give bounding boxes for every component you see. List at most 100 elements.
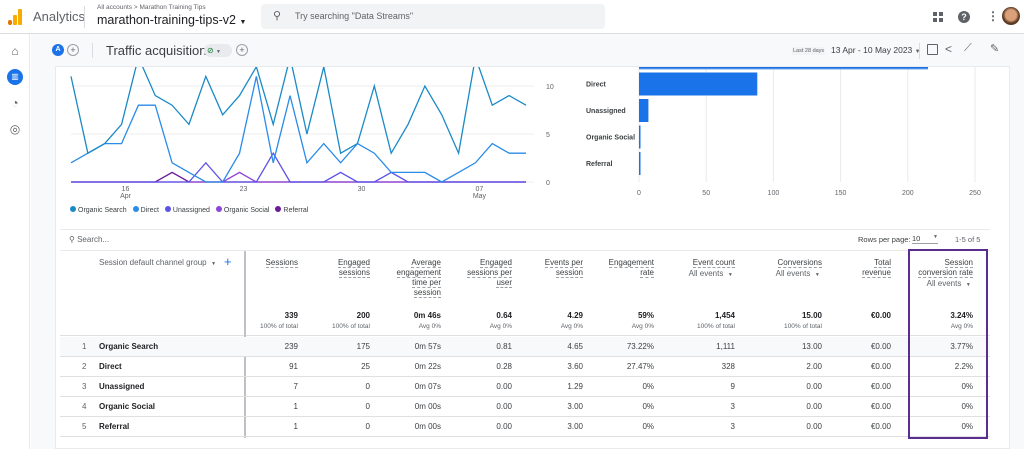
series-line-unassigned[interactable] bbox=[71, 151, 526, 183]
column-header[interactable]: Engaged sessions bbox=[280, 258, 370, 278]
series-line-organic-search[interactable] bbox=[70, 67, 527, 156]
cell-value: 0m 22s bbox=[414, 362, 441, 371]
column-total: 4.29 bbox=[567, 311, 583, 320]
column-header[interactable]: Session conversion rate All events ▼ bbox=[883, 258, 973, 290]
bar[interactable] bbox=[639, 72, 758, 96]
column-header[interactable]: Total revenue bbox=[801, 258, 891, 278]
reports-icon[interactable]: ▥ bbox=[7, 69, 23, 85]
divider bbox=[84, 6, 85, 28]
dimension-selector[interactable]: Session default channel group ▼ bbox=[99, 258, 216, 267]
series-line-direct[interactable] bbox=[70, 76, 526, 183]
column-header[interactable]: Conversions All events ▼ bbox=[732, 258, 822, 280]
divider bbox=[92, 43, 93, 58]
cell-value: 2.2% bbox=[954, 362, 973, 371]
customize-report-icon[interactable] bbox=[927, 44, 938, 55]
channel-name[interactable]: Organic Social bbox=[99, 402, 156, 411]
row-number: 4 bbox=[82, 402, 87, 411]
x-tick-label: 150 bbox=[835, 190, 847, 197]
column-total: 200 bbox=[356, 311, 370, 320]
rows-per-page-value: 10 bbox=[912, 234, 921, 243]
cell-value: 0m 00s bbox=[414, 402, 441, 411]
column-header[interactable]: Average engagement time per session bbox=[351, 258, 441, 298]
table-search[interactable]: ⚲ Search... bbox=[69, 235, 109, 244]
insights-icon[interactable]: ⟋ bbox=[964, 42, 972, 54]
channel-name[interactable]: Referral bbox=[99, 422, 130, 431]
legend-dot bbox=[164, 206, 171, 212]
cell-value: 328 bbox=[721, 362, 735, 371]
x-tick-label: 250 bbox=[969, 190, 981, 197]
cell-value: 0 bbox=[365, 422, 370, 431]
cell-value: 0 bbox=[365, 382, 370, 391]
x-tick-label: 07 bbox=[476, 186, 484, 193]
cell-value: 0m 07s bbox=[414, 382, 441, 391]
explore-icon[interactable]: ◔ bbox=[11, 96, 19, 110]
home-icon[interactable]: ⌂ bbox=[11, 44, 19, 58]
column-total-sub: 100% of total bbox=[697, 323, 735, 330]
cell-value: 175 bbox=[356, 342, 370, 351]
table-row[interactable]: 1 Organic Search 239 175 0m 57s 0.81 4.65 73.22… bbox=[60, 337, 990, 357]
cell-value: 0.00 bbox=[806, 402, 822, 411]
table-row[interactable]: 5 Referral 1 0 0m 00s 0.00 3.00 0% 3 0.00 €0.00 0% bbox=[60, 417, 990, 437]
column-header[interactable]: Engaged sessions per user bbox=[422, 258, 512, 288]
column-header[interactable]: Events per session bbox=[493, 258, 583, 278]
bar[interactable] bbox=[639, 125, 641, 149]
legend-label: Organic Social bbox=[223, 207, 270, 214]
event-selector[interactable]: All events ▼ bbox=[645, 269, 735, 280]
y-tick-label: 0 bbox=[546, 180, 550, 187]
column-header[interactable]: Engagement rate bbox=[564, 258, 654, 278]
divider bbox=[60, 316, 990, 336]
column-header-label: session bbox=[555, 268, 583, 278]
search-input[interactable]: ⚲ Try searching "Data Streams" bbox=[261, 4, 605, 29]
channel-name[interactable]: Unassigned bbox=[99, 382, 145, 391]
column-header-label: conversion rate bbox=[918, 268, 973, 278]
event-selector-value: All events bbox=[926, 279, 962, 288]
table-search-placeholder: Search... bbox=[77, 235, 110, 244]
date-preset: Last 28 days bbox=[792, 47, 826, 55]
bar[interactable] bbox=[639, 152, 641, 175]
advertising-icon[interactable]: ◎ bbox=[9, 122, 21, 136]
row-number: 2 bbox=[82, 362, 87, 371]
breadcrumb[interactable]: All accounts > Marathon Training Tips bbox=[97, 4, 206, 11]
rows-per-page-select[interactable]: 10 ▼ bbox=[912, 234, 938, 244]
date-range-picker[interactable]: 13 Apr - 10 May 2023 ▼ bbox=[831, 45, 921, 55]
column-header[interactable]: Sessions bbox=[208, 258, 298, 268]
event-selector[interactable]: All events ▼ bbox=[732, 269, 822, 280]
add-dimension-button[interactable]: + bbox=[224, 254, 232, 269]
channel-name[interactable]: Organic Search bbox=[99, 342, 159, 351]
legend-item[interactable]: Referral bbox=[275, 206, 308, 214]
column-total-sub: Avg 0% bbox=[418, 323, 441, 330]
comparison-avatar[interactable]: A bbox=[52, 44, 64, 56]
column-header-label: engagement bbox=[396, 268, 441, 278]
table-row[interactable]: 4 Organic Social 1 0 0m 00s 0.00 3.00 0% 3 0.00 €0… bbox=[60, 397, 990, 417]
share-icon[interactable]: < bbox=[945, 42, 953, 56]
event-selector[interactable]: All events ▼ bbox=[883, 279, 973, 290]
more-vert-icon[interactable]: ⋮ bbox=[987, 9, 999, 23]
bar[interactable] bbox=[639, 67, 928, 69]
apps-grid-icon[interactable] bbox=[933, 12, 943, 22]
column-total: 339 bbox=[284, 311, 298, 320]
table-row[interactable]: 2 Direct 91 25 0m 22s 0.28 3.60 27.47% 328 2.00 €0… bbox=[60, 357, 990, 377]
x-tick-month: Apr bbox=[120, 193, 132, 200]
column-total-sub: Avg 0% bbox=[560, 323, 583, 330]
legend-item[interactable]: Organic Search bbox=[70, 206, 127, 214]
user-avatar[interactable] bbox=[1002, 7, 1020, 25]
bar[interactable] bbox=[639, 99, 649, 122]
add-filter-icon[interactable]: + bbox=[236, 44, 248, 56]
property-selector[interactable]: marathon-training-tips-v2 ▼ bbox=[97, 13, 246, 27]
channel-name[interactable]: Direct bbox=[99, 362, 122, 371]
column-header[interactable]: Event count All events ▼ bbox=[645, 258, 735, 280]
legend-item[interactable]: Organic Social bbox=[215, 206, 270, 214]
series-line-organic-social[interactable] bbox=[71, 171, 526, 183]
cell-value: €0.00 bbox=[870, 402, 891, 411]
add-comparison-icon[interactable]: + bbox=[67, 44, 79, 56]
legend-item[interactable]: Unassigned bbox=[164, 206, 210, 214]
edit-pencil-icon[interactable]: ✎ bbox=[990, 43, 1000, 55]
x-tick-label: 0 bbox=[637, 190, 641, 197]
column-header-label: Events per bbox=[544, 258, 583, 268]
help-icon[interactable]: ? bbox=[958, 11, 970, 23]
table-row[interactable]: 3 Unassigned 7 0 0m 07s 0.00 1.29 0% 9 0.00 €0.00 0… bbox=[60, 377, 990, 397]
legend-item[interactable]: Direct bbox=[132, 206, 159, 214]
report-status-chip[interactable]: ⊘ ▼ bbox=[204, 44, 232, 57]
series-line-referral[interactable] bbox=[71, 171, 526, 183]
cell-value: 25 bbox=[361, 362, 370, 371]
